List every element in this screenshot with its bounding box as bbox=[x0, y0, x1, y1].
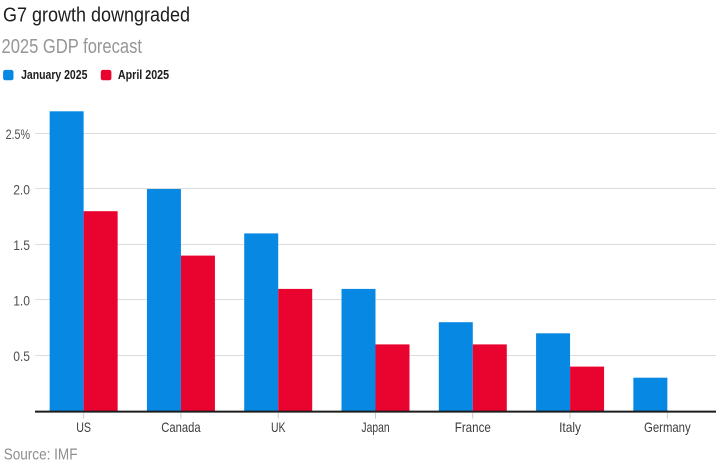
svg-text:Source: IMF: Source: IMF bbox=[4, 447, 78, 464]
svg-text:0.5: 0.5 bbox=[13, 349, 30, 364]
svg-text:1.0: 1.0 bbox=[13, 293, 30, 308]
svg-text:Japan: Japan bbox=[361, 419, 389, 435]
svg-text:UK: UK bbox=[271, 419, 286, 435]
svg-text:France: France bbox=[455, 419, 491, 435]
svg-text:January 2025: January 2025 bbox=[21, 67, 87, 82]
svg-text:Italy: Italy bbox=[559, 419, 581, 435]
svg-text:Germany: Germany bbox=[644, 419, 691, 435]
svg-text:1.5: 1.5 bbox=[13, 238, 30, 253]
svg-text:2.0: 2.0 bbox=[13, 182, 30, 197]
svg-text:G7 growth downgraded: G7 growth downgraded bbox=[3, 5, 190, 27]
svg-text:2.5%: 2.5% bbox=[6, 127, 30, 142]
svg-text:Canada: Canada bbox=[161, 419, 200, 435]
svg-text:April 2025: April 2025 bbox=[118, 67, 169, 82]
svg-text:US: US bbox=[76, 419, 91, 435]
svg-text:2025 GDP forecast: 2025 GDP forecast bbox=[2, 36, 143, 58]
